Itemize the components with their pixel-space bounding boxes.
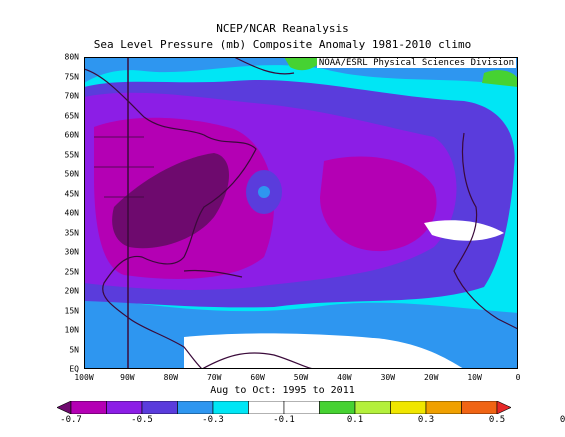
lon-label: 40W bbox=[337, 373, 352, 382]
lat-label: 55N bbox=[64, 150, 79, 159]
field-white-east bbox=[424, 220, 504, 241]
map-canvas bbox=[84, 57, 518, 369]
field-green-northeast bbox=[482, 70, 518, 87]
field-maroon-core bbox=[112, 153, 229, 249]
colorbar-segment bbox=[141, 401, 178, 414]
lat-label: 35N bbox=[64, 228, 79, 237]
colorbar-segment bbox=[319, 401, 356, 414]
lat-label: 70N bbox=[64, 91, 79, 101]
colorbar-tick-label: 0.1 bbox=[346, 415, 364, 425]
lat-label: 80N bbox=[64, 52, 79, 62]
colorbar-tick-label: -0.7 bbox=[60, 415, 82, 425]
chart-subtitle: Sea Level Pressure (mb) Composite Anomal… bbox=[93, 38, 472, 51]
colorbar-segment bbox=[177, 401, 214, 414]
field-magenta-central bbox=[320, 156, 437, 252]
africa-europe-coast bbox=[453, 132, 518, 330]
colorbar-low-arrow bbox=[57, 401, 72, 414]
colorbar-tick-label: 0.3 bbox=[417, 415, 435, 425]
lon-label: 60W bbox=[250, 373, 265, 382]
lat-label: 15N bbox=[64, 306, 79, 315]
lon-label: 90W bbox=[120, 373, 135, 382]
colorbar-segment bbox=[106, 401, 143, 414]
colorbar-high-arrow bbox=[496, 401, 511, 414]
lat-label: 25N bbox=[64, 267, 79, 276]
lat-label: 20N bbox=[64, 286, 79, 296]
lon-label: 50W bbox=[293, 373, 309, 382]
field-green-north bbox=[284, 57, 324, 71]
colorbar-segment bbox=[354, 401, 391, 414]
lon-label: 100W bbox=[74, 373, 94, 382]
colorbar-segment bbox=[248, 401, 285, 414]
lat-label: 60N bbox=[64, 130, 79, 140]
colorbar-segment bbox=[283, 401, 320, 414]
colorbar bbox=[57, 401, 511, 414]
lon-label: 30W bbox=[380, 373, 396, 382]
caribbean-islands bbox=[183, 269, 243, 278]
lon-label: 10W bbox=[467, 373, 482, 382]
colorbar-tick-label: -0.5 bbox=[131, 415, 153, 425]
colorbar-segment bbox=[70, 401, 107, 414]
lat-label: 10N bbox=[64, 325, 79, 335]
coastlines bbox=[84, 57, 518, 369]
colorbar-segment bbox=[461, 401, 498, 414]
north-america-coast bbox=[84, 68, 257, 369]
colorbar-segment bbox=[212, 401, 249, 414]
state-borders bbox=[94, 136, 154, 198]
map-border bbox=[84, 57, 518, 369]
lat-label: 50N bbox=[64, 169, 79, 179]
colorbar-segment bbox=[390, 401, 427, 414]
lat-label: 5N bbox=[69, 345, 79, 354]
lon-label: 70W bbox=[206, 373, 222, 382]
field-white-south bbox=[184, 333, 464, 369]
colorbar-tick-label: 0.5 bbox=[488, 415, 506, 425]
lat-label: EQ bbox=[69, 364, 79, 374]
lat-label: 45N bbox=[64, 189, 79, 198]
greenland-coast bbox=[233, 57, 295, 75]
lat-label: 75N bbox=[64, 72, 79, 81]
colorbar-segment bbox=[425, 401, 462, 414]
lat-label: 65N bbox=[64, 111, 79, 120]
south-america-coast bbox=[201, 352, 315, 369]
colorbar-tick-label: -0.1 bbox=[273, 415, 295, 425]
colorbar-tick-label: -0.3 bbox=[202, 415, 224, 425]
colorbar-tick-label: 0.7 bbox=[559, 415, 565, 425]
lat-label: 40N bbox=[64, 208, 79, 218]
lon-label: 20W bbox=[423, 373, 439, 382]
lon-label: 0 bbox=[515, 373, 521, 382]
chart-title: NCEP/NCAR Reanalysis bbox=[216, 22, 349, 35]
lon-label: 80W bbox=[163, 373, 179, 382]
lat-label: 30N bbox=[64, 247, 79, 257]
credit-label: NOAA/ESRL Physical Sciences Division bbox=[316, 58, 516, 68]
period-label: Aug to Oct: 1995 to 2011 bbox=[210, 385, 355, 396]
field-blue-eye-core bbox=[258, 186, 270, 198]
anomaly-map: NOAA/ESRL Physical Sciences Division bbox=[84, 57, 518, 369]
